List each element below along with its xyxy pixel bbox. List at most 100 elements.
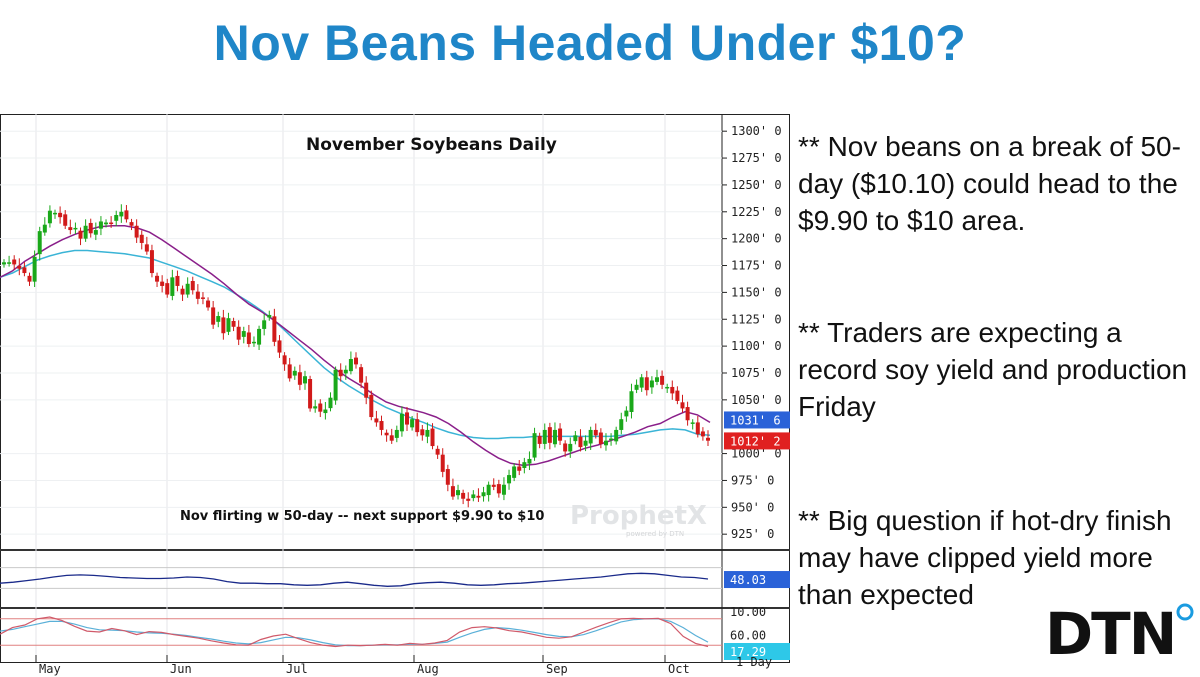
- dtn-logo-text: DTN: [1045, 600, 1175, 660]
- candle-body: [456, 490, 461, 496]
- y-tick-label: 1050' 0: [731, 393, 782, 407]
- candle-body: [2, 262, 6, 265]
- candle-body: [537, 435, 542, 444]
- candle-body: [343, 369, 348, 374]
- candle-body: [348, 359, 353, 372]
- y-tick-label: 1300' 0: [731, 124, 782, 138]
- candle-body: [42, 224, 47, 233]
- candle-body: [405, 412, 410, 425]
- candle-body: [313, 406, 318, 409]
- price-badge-bg: [724, 432, 790, 450]
- candle-body: [109, 222, 114, 225]
- candle-body: [7, 262, 12, 264]
- candle-body: [552, 429, 557, 445]
- candle-body: [216, 316, 221, 322]
- y-tick-label: 1150' 0: [731, 285, 782, 299]
- candle-body: [670, 386, 675, 394]
- candle-body: [170, 277, 175, 296]
- chart-watermark-sub: powered by DTN: [626, 530, 684, 538]
- candle-body: [384, 432, 389, 436]
- candle-body: [410, 419, 415, 428]
- candle-body: [190, 280, 195, 291]
- chart-watermark: ProphetX: [570, 501, 707, 531]
- candle-body: [665, 386, 670, 389]
- candle-body: [466, 498, 471, 501]
- candle-body: [415, 419, 420, 433]
- candle-body: [114, 215, 119, 221]
- candle-body: [481, 492, 486, 497]
- candle-body: [507, 475, 512, 484]
- y-tick-label: 950' 0: [731, 500, 774, 514]
- candle-body: [83, 225, 88, 239]
- y-tick-label: 925' 0: [731, 527, 774, 541]
- rsi-value-badge: 48.03: [730, 573, 766, 587]
- candle-body: [471, 494, 476, 499]
- y-tick-label: 1100' 0: [731, 339, 782, 353]
- x-tick-label: Jul: [286, 662, 308, 676]
- candle-body: [287, 364, 292, 379]
- y-tick-label: 1275' 0: [731, 151, 782, 165]
- candle-body: [680, 402, 685, 409]
- candle-body: [221, 317, 226, 334]
- candle-body: [706, 437, 710, 441]
- candle-body: [430, 428, 435, 447]
- chart-title: November Soybeans Daily: [306, 135, 557, 155]
- rsi-line: [0, 572, 709, 587]
- stoch-value-badge-bg: [724, 643, 790, 660]
- dtn-logo: DTN: [1045, 600, 1194, 660]
- candle-body: [282, 355, 287, 365]
- candle-body: [399, 413, 404, 432]
- candle-body: [98, 221, 103, 229]
- candle-body: [88, 222, 93, 234]
- candle-body: [644, 377, 649, 391]
- candle-body: [160, 281, 165, 286]
- stoch-value-badge: 17.29: [730, 645, 766, 659]
- bullet-point-1: ** Nov beans on a break of 50-day ($10.1…: [798, 131, 1181, 236]
- candle-body: [359, 367, 364, 383]
- candle-body: [542, 429, 547, 444]
- candle-body: [634, 384, 639, 390]
- price-chart-panel: ProphetX powered by DTN 1300' 0 1275' 0 12…: [0, 114, 790, 677]
- candle-body: [241, 331, 246, 337]
- candle-body: [338, 369, 343, 377]
- candle-body: [22, 267, 27, 274]
- candle-body: [68, 227, 73, 231]
- candle-body: [573, 435, 578, 442]
- candle-body: [211, 307, 216, 325]
- candle-body: [649, 380, 654, 388]
- candle-body: [129, 222, 134, 226]
- stochastic-k-line: [0, 616, 709, 648]
- candle-body: [58, 212, 63, 218]
- candle-body: [73, 227, 78, 230]
- candle-body: [486, 484, 491, 496]
- candle-body: [639, 377, 644, 388]
- candle-body: [17, 265, 22, 269]
- candle-body: [501, 484, 506, 495]
- candle-body: [445, 469, 450, 485]
- candle-body: [389, 435, 394, 441]
- candle-body: [695, 422, 700, 435]
- y-tick-label: 1175' 0: [731, 259, 782, 273]
- candle-body: [700, 431, 705, 437]
- candle-body: [588, 429, 593, 444]
- bullet-point-3: ** Big question if hot-dry finish may ha…: [798, 505, 1172, 610]
- candle-body: [491, 484, 496, 487]
- candle-body: [394, 429, 399, 438]
- y-tick-label: 1000' 0: [731, 447, 782, 461]
- candle-body: [78, 230, 83, 239]
- candle-body: [236, 326, 241, 340]
- chart-annotation: Nov flirting w 50-day -- next support $9…: [180, 509, 544, 524]
- candle-body: [155, 275, 160, 282]
- period-label: 1 Day: [736, 655, 772, 669]
- candle-body: [624, 410, 629, 417]
- x-tick-label: Sep: [546, 662, 568, 676]
- candle-body: [517, 466, 522, 471]
- x-tick-label: Aug: [417, 662, 439, 676]
- candle-body: [568, 443, 573, 452]
- candle-body: [450, 486, 455, 497]
- candle-body: [149, 250, 154, 274]
- candle-body: [12, 259, 17, 265]
- y-tick-label: 1200' 0: [731, 232, 782, 246]
- candle-body: [226, 318, 231, 332]
- candle-body: [522, 462, 527, 468]
